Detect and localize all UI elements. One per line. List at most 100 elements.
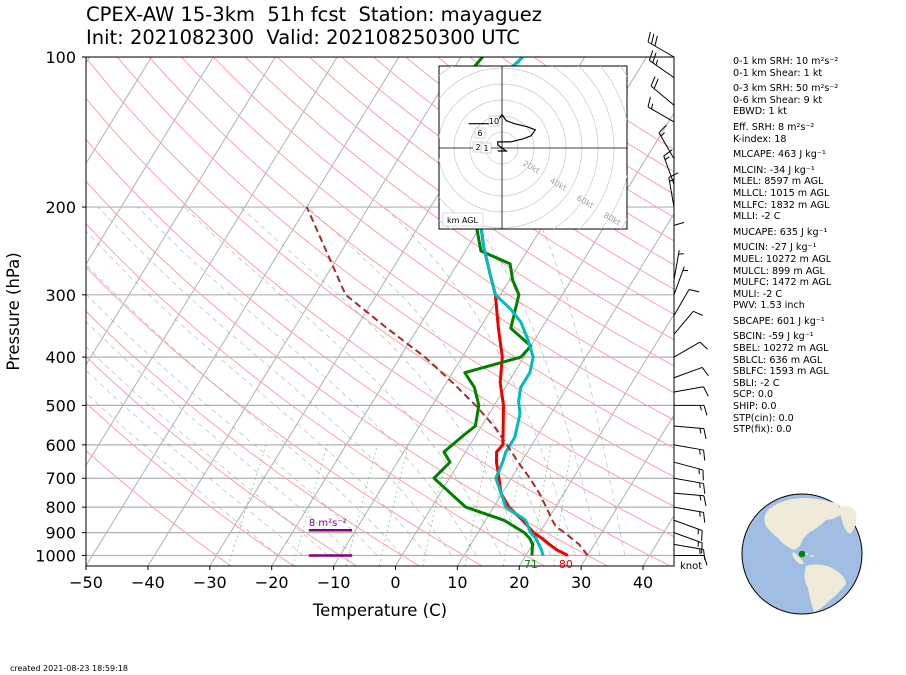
dry-adiabat xyxy=(86,266,483,566)
x-tick-label: −10 xyxy=(317,573,351,592)
mixing-ratio-line xyxy=(345,444,378,566)
globe-central-america xyxy=(792,552,804,564)
mixing-ratio-line xyxy=(378,444,409,566)
wind-barb xyxy=(647,96,675,123)
wind-barb xyxy=(648,50,675,79)
dry-adiabat xyxy=(86,310,420,566)
wind-barb xyxy=(674,404,708,416)
isotherm-line xyxy=(86,57,214,266)
globe-south-america xyxy=(804,564,846,612)
wind-barb xyxy=(673,461,704,481)
wind-barb xyxy=(650,76,675,106)
param-line: MLLFC: 1832 m AGL xyxy=(733,199,830,211)
chart-title: CPEX-AW 15-3km 51h fcst Station: mayague… xyxy=(86,3,543,26)
y-tick-label: 700 xyxy=(45,469,76,488)
moist-adiabat xyxy=(86,369,304,556)
wind-barb xyxy=(673,444,706,461)
hodograph-unit-label: km AGL xyxy=(447,216,479,225)
dry-adiabat xyxy=(341,57,674,290)
y-tick-label: 400 xyxy=(45,348,76,367)
param-line: SBLI: -2 C xyxy=(733,377,780,389)
param-line: 0-3 km SRH: 50 m²s⁻² xyxy=(733,83,839,95)
param-line: MULI: -2 C xyxy=(733,288,783,300)
wind-unit-label: knot xyxy=(680,561,702,572)
moist-adiabat xyxy=(86,293,378,556)
dry-adiabat xyxy=(116,57,674,478)
param-line: 0-6 km Shear: 9 kt xyxy=(733,94,823,106)
x-tick-label: −20 xyxy=(255,573,289,592)
plot-frame xyxy=(85,56,675,567)
wind-barb xyxy=(673,288,700,316)
isotherm-line xyxy=(456,212,674,566)
isotherm-line xyxy=(518,313,674,566)
wind-barb xyxy=(673,492,707,507)
wind-barb xyxy=(658,124,675,159)
isotherm-line xyxy=(147,57,462,566)
hodograph-height-box xyxy=(474,127,486,139)
y-axis-label: Pressure (hPa) xyxy=(4,252,23,370)
mixing-ratio-line xyxy=(292,444,328,566)
mixing-ratio-line xyxy=(464,444,490,566)
x-tick-label: −50 xyxy=(69,573,103,592)
hodograph-height-box xyxy=(488,115,500,127)
wind-barb xyxy=(673,532,703,554)
dry-adiabat xyxy=(148,57,674,449)
param-line: MULCL: 899 m AGL xyxy=(733,265,825,277)
moist-adiabat xyxy=(98,206,452,556)
wind-barb xyxy=(668,172,679,208)
dry-adiabat xyxy=(86,223,546,566)
wind-barb xyxy=(673,310,704,335)
param-line: SCP: 0.0 xyxy=(733,389,774,401)
moist-adiabat xyxy=(532,206,626,556)
x-tick-label: 40 xyxy=(633,573,653,592)
x-tick-label: 30 xyxy=(571,573,591,592)
y-tick-label: 500 xyxy=(45,396,76,415)
param-line: MUCIN: -27 J kg⁻¹ xyxy=(733,242,817,254)
wind-barb xyxy=(673,341,708,358)
wind-barb xyxy=(673,221,685,256)
created-timestamp: created 2021-08-23 18:59:18 xyxy=(10,664,128,673)
param-line: SBCAPE: 601 J kg⁻¹ xyxy=(733,315,825,327)
surface-temperature-label: 80 xyxy=(559,558,573,571)
parcel-line xyxy=(305,206,589,557)
x-tick-label: 0 xyxy=(390,573,400,592)
param-line: SBLFC: 1593 m AGL xyxy=(733,366,829,378)
param-line: MUCAPE: 635 J kg⁻¹ xyxy=(733,226,828,238)
y-tick-label: 300 xyxy=(45,286,76,305)
x-tick-label: 20 xyxy=(509,573,529,592)
param-line: 0-1 km Shear: 1 kt xyxy=(733,67,823,79)
param-line: EBWD: 1 kt xyxy=(733,106,787,118)
hodograph-height-box xyxy=(480,142,492,154)
isotherm-line xyxy=(86,57,152,165)
hodograph-height-label: 10 xyxy=(489,117,499,126)
dry-adiabat xyxy=(180,57,674,421)
hodograph-trace xyxy=(468,113,537,152)
param-line: MLLI: -2 C xyxy=(733,211,781,223)
moist-adiabat xyxy=(240,206,527,556)
moist-adiabat xyxy=(86,392,279,556)
hodograph-unit-box xyxy=(442,212,484,227)
y-tick-label: 200 xyxy=(45,198,76,217)
dry-adiabat xyxy=(309,57,674,315)
chart-subtitle: Init: 2021082300 Valid: 202108250300 UTC xyxy=(86,26,520,49)
param-line: SBEL: 10272 m AGL xyxy=(733,343,829,355)
y-tick-label: 600 xyxy=(45,436,76,455)
param-line: SBLCL: 636 m AGL xyxy=(733,354,823,366)
mixing-ratio-line xyxy=(422,444,450,566)
dewpoint-line xyxy=(432,57,535,556)
x-tick-label: −30 xyxy=(193,573,227,592)
wind-barb xyxy=(673,477,706,494)
dry-adiabat xyxy=(86,449,232,566)
isotherm-line xyxy=(86,57,400,566)
moist-adiabat xyxy=(86,346,328,556)
x-tick-label: −40 xyxy=(131,573,165,592)
surface-dewpoint-label: 71 xyxy=(524,558,538,571)
dry-adiabat xyxy=(86,180,608,566)
isotherm-line xyxy=(86,57,338,467)
mixing-ratio-line xyxy=(502,444,526,566)
dry-adiabat xyxy=(86,402,294,566)
globe-north-america xyxy=(764,498,842,550)
moist-adiabat xyxy=(184,206,502,556)
station-marker xyxy=(798,550,806,558)
